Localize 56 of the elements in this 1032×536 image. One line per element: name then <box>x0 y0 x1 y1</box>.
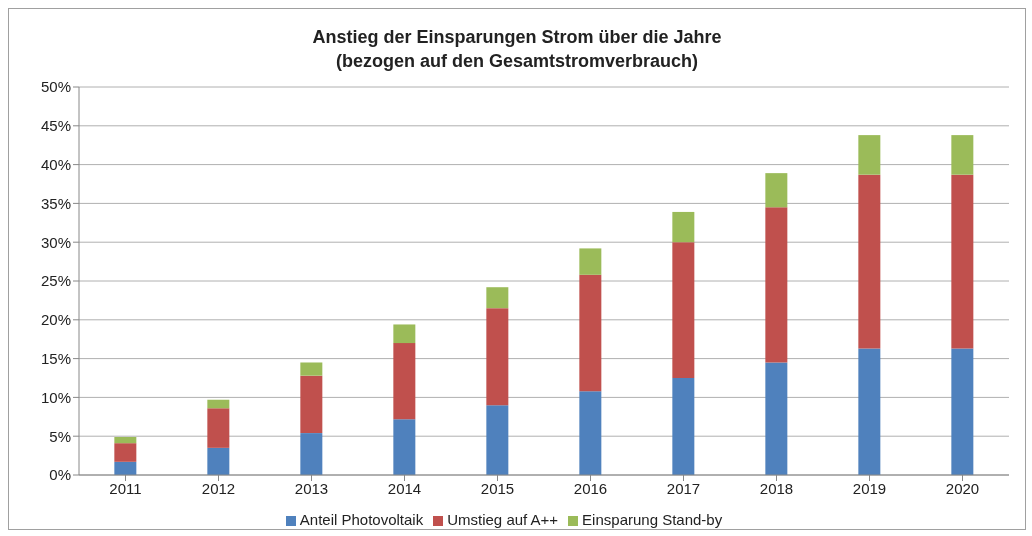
x-tick-label: 2011 <box>109 479 142 497</box>
bar <box>672 211 695 243</box>
bar <box>207 408 230 448</box>
legend-label: Einsparung Stand-by <box>582 511 723 528</box>
chart-title: Anstieg der Einsparungen Strom über die Jahre <box>311 26 723 49</box>
bar <box>765 362 788 475</box>
bar <box>858 174 881 349</box>
bar <box>951 174 974 349</box>
bar <box>672 242 695 378</box>
legend-label: Anteil Photovoltaik <box>299 511 424 528</box>
x-tick-label: 2020 <box>945 479 980 497</box>
bar <box>300 433 323 475</box>
y-tick-label: 50% <box>40 78 71 96</box>
bar <box>765 173 788 208</box>
bar <box>114 461 137 475</box>
y-tick-label: 0% <box>49 466 71 484</box>
bar <box>579 391 602 475</box>
x-tick-label: 2012 <box>201 479 236 497</box>
y-tick-label: 15% <box>40 349 71 367</box>
x-tick-label: 2016 <box>573 479 608 497</box>
bar <box>114 436 137 444</box>
bar <box>486 287 509 309</box>
bar <box>300 362 323 376</box>
bar <box>393 419 416 475</box>
y-tick-label: 45% <box>40 117 71 135</box>
x-tick-label: 2019 <box>852 479 887 497</box>
bar <box>858 348 881 475</box>
bar <box>951 348 974 475</box>
bar <box>393 343 416 420</box>
x-tick-label: 2018 <box>759 479 794 497</box>
y-tick-label: 20% <box>40 311 71 329</box>
y-tick-label: 25% <box>40 272 71 290</box>
bar <box>765 207 788 363</box>
bar <box>858 135 881 175</box>
legend-label: Umstieg auf A++ <box>447 511 559 528</box>
bar <box>486 405 509 475</box>
bar <box>951 135 974 175</box>
bar <box>579 274 602 392</box>
bar <box>207 447 230 475</box>
bar <box>114 443 137 462</box>
y-tick-label: 10% <box>40 388 71 406</box>
y-tick-label: 5% <box>49 427 71 445</box>
bar <box>672 378 695 475</box>
bar <box>393 324 416 344</box>
bar <box>579 248 602 275</box>
chart-subtitle: (bezogen auf den Gesamtstromverbrauch) <box>334 50 700 73</box>
bar <box>207 399 230 409</box>
x-tick-label: 2014 <box>387 479 422 497</box>
bar <box>486 308 509 406</box>
y-tick-label: 40% <box>40 155 71 173</box>
x-tick-label: 2017 <box>666 479 701 497</box>
y-tick-label: 35% <box>40 194 71 212</box>
x-tick-label: 2015 <box>480 479 515 497</box>
y-tick-label: 30% <box>40 233 71 251</box>
bar <box>300 375 323 434</box>
x-tick-label: 2013 <box>294 479 329 497</box>
